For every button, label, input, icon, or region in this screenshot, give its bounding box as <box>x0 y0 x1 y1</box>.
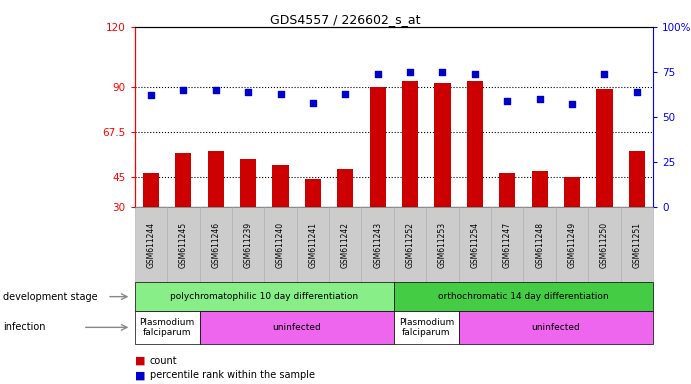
Point <box>145 93 156 99</box>
Text: orthochromatic 14 day differentiation: orthochromatic 14 day differentiation <box>438 292 609 301</box>
Bar <box>499 173 515 207</box>
Point <box>178 87 189 93</box>
Point <box>437 69 448 75</box>
Bar <box>176 153 191 207</box>
Text: polychromatophilic 10 day differentiation: polychromatophilic 10 day differentiatio… <box>170 292 359 301</box>
Text: GSM611248: GSM611248 <box>535 222 544 268</box>
Point <box>340 91 351 97</box>
Text: GSM611253: GSM611253 <box>438 222 447 268</box>
Text: GSM611242: GSM611242 <box>341 222 350 268</box>
Point <box>404 69 415 75</box>
Point <box>469 71 480 77</box>
Text: uninfected: uninfected <box>531 323 580 332</box>
Text: Plasmodium
falciparum: Plasmodium falciparum <box>399 318 454 337</box>
Point <box>307 99 319 106</box>
Bar <box>240 159 256 207</box>
Text: GSM611251: GSM611251 <box>632 222 641 268</box>
Text: GSM611252: GSM611252 <box>406 222 415 268</box>
Point <box>243 89 254 95</box>
Bar <box>629 151 645 207</box>
Bar <box>402 81 418 207</box>
Bar <box>531 171 548 207</box>
Text: GSM611245: GSM611245 <box>179 222 188 268</box>
Bar <box>305 179 321 207</box>
Bar <box>272 165 289 207</box>
Point <box>372 71 384 77</box>
Text: percentile rank within the sample: percentile rank within the sample <box>150 370 315 380</box>
Text: GSM611250: GSM611250 <box>600 222 609 268</box>
Text: GSM611246: GSM611246 <box>211 222 220 268</box>
Text: ■: ■ <box>135 370 145 380</box>
Text: GSM611244: GSM611244 <box>146 222 155 268</box>
Text: GDS4557 / 226602_s_at: GDS4557 / 226602_s_at <box>270 13 421 26</box>
Bar <box>564 177 580 207</box>
Text: GSM611249: GSM611249 <box>567 222 576 268</box>
Text: GSM611239: GSM611239 <box>244 222 253 268</box>
Bar <box>337 169 353 207</box>
Text: ■: ■ <box>135 356 145 366</box>
Text: GSM611254: GSM611254 <box>471 222 480 268</box>
Bar <box>207 151 224 207</box>
Text: GSM611240: GSM611240 <box>276 222 285 268</box>
Text: infection: infection <box>3 322 46 333</box>
Text: GSM611241: GSM611241 <box>308 222 317 268</box>
Text: GSM611243: GSM611243 <box>373 222 382 268</box>
Text: GSM611247: GSM611247 <box>503 222 512 268</box>
Point <box>210 87 221 93</box>
Text: development stage: development stage <box>3 291 98 302</box>
Point <box>534 96 545 102</box>
Text: uninfected: uninfected <box>272 323 321 332</box>
Point <box>567 101 578 108</box>
Bar <box>143 173 159 207</box>
Point <box>632 89 643 95</box>
Bar <box>466 81 483 207</box>
Bar <box>596 89 612 207</box>
Point <box>599 71 610 77</box>
Text: Plasmodium
falciparum: Plasmodium falciparum <box>140 318 195 337</box>
Bar <box>435 83 451 207</box>
Bar <box>370 87 386 207</box>
Point <box>275 91 286 97</box>
Text: count: count <box>150 356 178 366</box>
Point <box>502 98 513 104</box>
